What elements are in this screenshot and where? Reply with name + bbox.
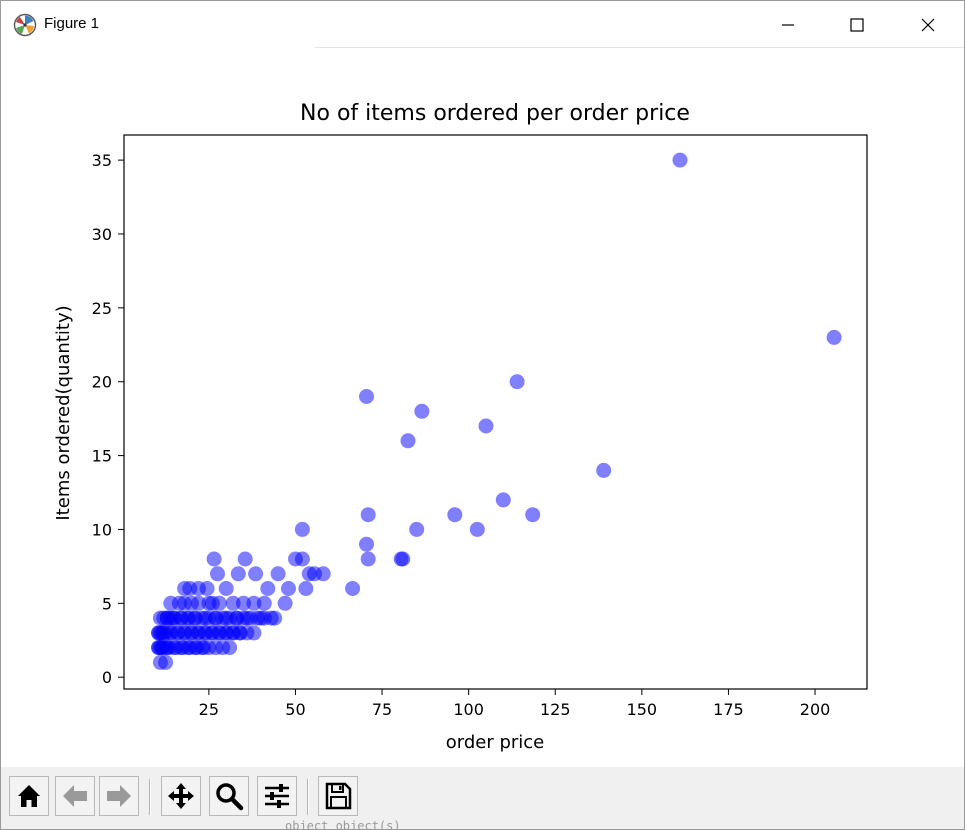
scatter-point (263, 610, 279, 626)
sliders-icon (265, 784, 289, 808)
scatter-point (246, 595, 262, 611)
y-axis-label: Items ordered(quantity) (53, 305, 74, 520)
arrow-left-icon (63, 785, 87, 807)
scatter-point (359, 389, 374, 404)
title-bar[interactable]: Figure 1 (1, 1, 964, 48)
scatter-point (315, 566, 331, 582)
scatter-point (163, 595, 179, 611)
scatter-point (400, 433, 416, 449)
scatter-point (260, 581, 276, 596)
scatter-point (248, 566, 264, 582)
scatter-point (191, 581, 206, 596)
maximize-icon (850, 17, 864, 32)
home-button[interactable] (9, 776, 49, 816)
scatter-point (196, 640, 212, 656)
scatter-point (414, 403, 430, 419)
toolbar-separator (149, 779, 151, 815)
toolbar-separator (307, 779, 309, 815)
x-tick-label: 175 (713, 700, 744, 719)
y-tick-label: 25 (92, 299, 112, 318)
scatter-point (359, 536, 374, 552)
scatter-point (270, 566, 286, 582)
maximize-button[interactable] (826, 1, 888, 48)
scatter-point (469, 521, 485, 537)
x-tick-label: 125 (540, 700, 571, 719)
scatter-point (281, 581, 296, 596)
scatter-point (596, 462, 612, 478)
scatter-point (237, 551, 253, 567)
scatter-point (409, 521, 425, 537)
configure-subplots-button[interactable] (257, 776, 297, 816)
close-button[interactable] (897, 1, 959, 48)
zoom-button[interactable] (209, 776, 249, 816)
magnifier-icon (216, 783, 244, 811)
y-tick-label: 35 (92, 151, 112, 170)
x-tick-label: 200 (800, 700, 831, 719)
arrow-right-icon (107, 785, 131, 807)
scatter-point (246, 625, 262, 641)
home-icon (18, 785, 40, 807)
scatter-point (360, 507, 376, 523)
scatter-point (230, 566, 246, 582)
figure-canvas[interactable]: No of items ordered per order price orde… (1, 48, 964, 767)
scatter-point (206, 551, 222, 567)
scatter-point (301, 566, 317, 582)
scatter-point (158, 654, 174, 670)
y-tick-label: 20 (92, 373, 112, 392)
save-button[interactable] (318, 776, 358, 816)
scatter-point (236, 595, 251, 611)
x-tick-label: 150 (627, 700, 658, 719)
scatter-point (826, 329, 842, 345)
scatter-point (218, 581, 234, 596)
scatter-point (495, 492, 511, 508)
axis-ticks: 25 50 75 100 125 150 175 200 0 5 10 15 20 25 30 35 (92, 151, 831, 719)
forward-button[interactable] (99, 776, 139, 816)
scatter-point (298, 581, 314, 596)
x-tick-label: 25 (199, 700, 219, 719)
scatter-point (256, 595, 272, 611)
y-tick-label: 30 (92, 225, 112, 244)
y-tick-label: 0 (102, 668, 112, 687)
titlebar-divider (315, 47, 964, 48)
matplotlib-logo-icon (13, 13, 37, 37)
scatter-point (294, 551, 310, 567)
background-text: object_object(s) (285, 819, 401, 830)
scatter-point (525, 507, 541, 523)
chart-title: No of items ordered per order price (300, 101, 690, 126)
x-axis-label: order price (446, 732, 545, 753)
scatter-point (509, 374, 525, 390)
y-tick-label: 5 (102, 594, 112, 613)
back-button[interactable] (55, 776, 95, 816)
close-icon (921, 18, 935, 31)
scatter-point (294, 521, 310, 537)
scatter-point (345, 581, 361, 596)
floppy-disk-icon (325, 782, 352, 810)
move-icon (168, 783, 194, 809)
scatter-point (158, 640, 174, 656)
window-title: Figure 1 (44, 15, 100, 32)
y-tick-label: 10 (92, 520, 112, 539)
y-tick-label: 15 (92, 447, 112, 466)
scatter-point (447, 507, 463, 523)
navigation-toolbar (1, 767, 964, 829)
scatter-point (225, 595, 241, 611)
scatter-points (151, 152, 842, 670)
scatter-point (672, 152, 688, 168)
scatter-point (393, 551, 409, 567)
axes-frame (123, 134, 868, 690)
x-tick-label: 100 (453, 700, 484, 719)
scatter-point (210, 566, 225, 582)
scatter-point (478, 418, 494, 434)
scatter-point (177, 581, 193, 596)
minimize-icon (782, 23, 794, 26)
scatter-point (204, 595, 220, 611)
x-tick-label: 75 (372, 700, 392, 719)
scatter-point (222, 640, 238, 656)
scatter-point (360, 551, 376, 567)
scatter-point (277, 595, 293, 611)
minimize-button[interactable] (757, 1, 819, 48)
pan-button[interactable] (161, 776, 201, 816)
x-tick-label: 50 (285, 700, 305, 719)
